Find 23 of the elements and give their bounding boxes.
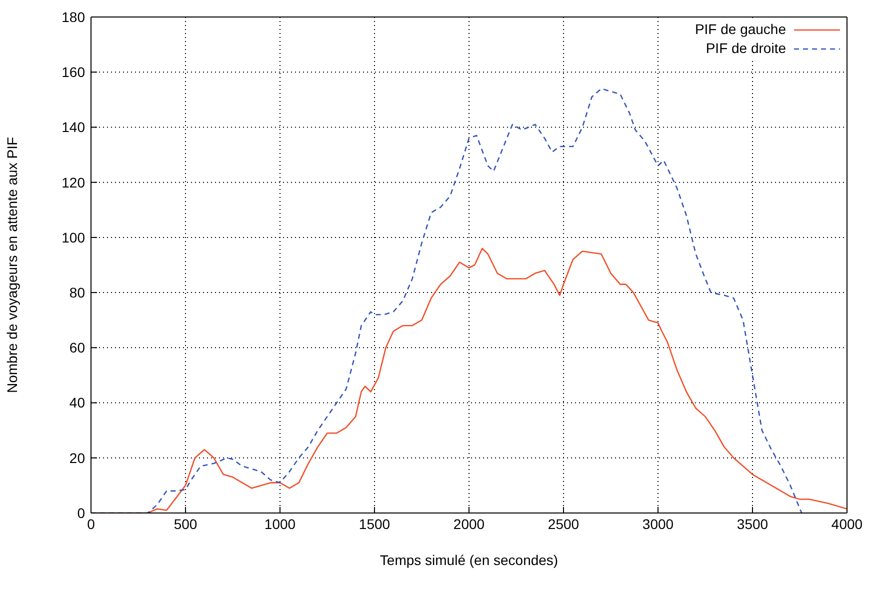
y-tick-label: 120 — [62, 174, 86, 190]
y-tick-label: 100 — [62, 229, 86, 246]
x-axis-title: Temps simulé (en secondes) — [380, 552, 558, 568]
x-tick-label: 4000 — [831, 516, 863, 532]
x-tick-label: 3000 — [642, 516, 674, 532]
y-tick-label: 60 — [69, 340, 86, 356]
x-tick-label: 500 — [174, 516, 198, 532]
y-axis-title: Nombre de voyageurs en attente aux PIF — [4, 136, 20, 394]
x-tick-label: 1500 — [358, 516, 390, 532]
y-tick-label: 40 — [69, 394, 86, 411]
legend-label: PIF de droite — [706, 39, 786, 58]
y-tick-label: 20 — [69, 450, 86, 466]
x-tick-label: 0 — [87, 516, 96, 532]
y-tick-label: 80 — [69, 284, 86, 301]
y-tick-label: 180 — [62, 8, 86, 25]
x-tick-label: 3500 — [736, 516, 768, 532]
legend-label: PIF de gauche — [694, 20, 786, 39]
y-tick-label: 140 — [62, 119, 86, 136]
y-tick-label: 160 — [62, 64, 86, 80]
x-tick-label: 2000 — [453, 516, 485, 532]
y-tick-label: 0 — [77, 504, 86, 521]
x-tick-label: 1000 — [264, 516, 296, 532]
x-tick-label: 2500 — [548, 516, 580, 532]
